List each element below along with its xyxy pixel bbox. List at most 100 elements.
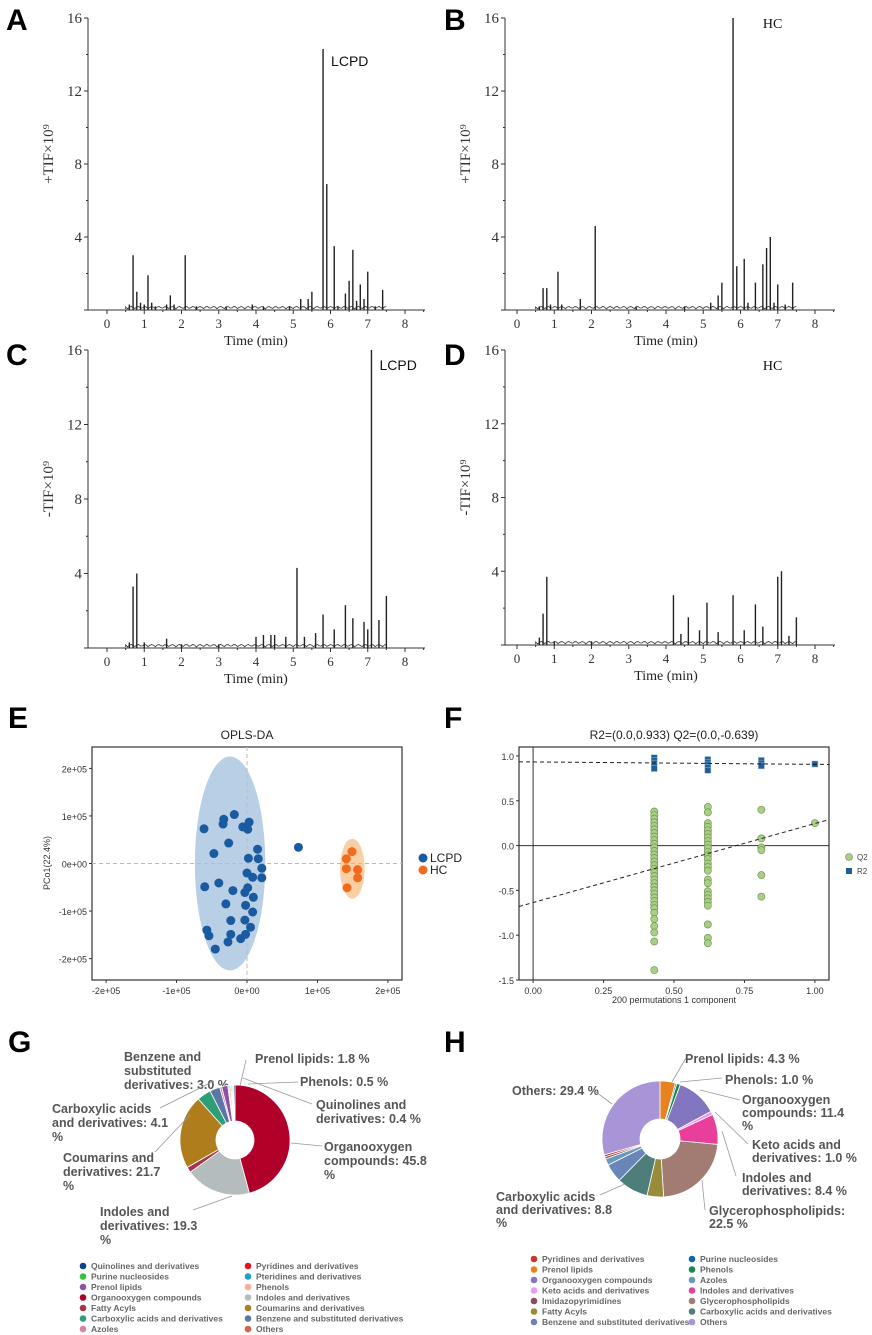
y-tick-label: 8 [75, 157, 83, 173]
point-lcpd [226, 929, 236, 939]
slice [660, 1140, 719, 1198]
x-tick-label: 0 [514, 316, 521, 331]
x-axis-label: Time (min) [634, 669, 698, 684]
legend-marker [244, 1262, 252, 1270]
legend-marker [79, 1325, 87, 1333]
legend-label: Fatty Acyls [542, 1307, 587, 1317]
group-annotation: HC [763, 17, 782, 32]
leader-line [671, 1057, 687, 1083]
y-tick-label: 12 [67, 84, 82, 100]
legend-marker [688, 1297, 696, 1305]
x-axis-label: 200 permutations 1 component [612, 995, 737, 1005]
point-lcpd [218, 819, 228, 829]
legend-marker [530, 1266, 538, 1273]
pie-label: derivatives: 0.4 % [316, 1112, 421, 1126]
legend-marker [79, 1273, 87, 1280]
point-lcpd [221, 899, 231, 909]
pie-label: 22.5 % [709, 1217, 748, 1231]
legend-marker [846, 868, 852, 874]
pie-label: derivatives: 19.3 [100, 1219, 197, 1233]
leader-line [714, 1111, 749, 1145]
point-q2 [650, 915, 659, 923]
pie-label: Organooxygen [324, 1140, 412, 1154]
x-tick-label: 3 [216, 316, 223, 331]
pie-label: Prenol lipids: 4.3 % [685, 1052, 800, 1066]
trend-line-q2 [518, 819, 830, 907]
legend-marker [418, 865, 428, 875]
legend-marker [688, 1255, 696, 1263]
point-lcpd [248, 907, 258, 917]
point-q2 [811, 819, 819, 828]
x-tick-label: 8 [812, 316, 819, 331]
pie-label: Carboxylic acids [496, 1190, 595, 1204]
x-tick-label: 7 [775, 651, 782, 666]
pie-label-benzene-box: Benzene and substituted derivatives: 3.0… [124, 1050, 229, 1092]
y-tick-label: 8 [492, 491, 500, 507]
chart-title: OPLS-DA [221, 728, 274, 742]
legend-label: Prenol lipids [91, 1282, 142, 1292]
point-lcpd [257, 873, 267, 883]
legend-label: Phenols [256, 1282, 289, 1292]
y-tick-label: 0e+00 [62, 860, 87, 870]
x-tick-label: 8 [812, 651, 819, 666]
point-lcpd [226, 916, 236, 926]
pie-h-labels: Prenol lipids: 4.3 % Phenols: 1.0 % Orga… [496, 1052, 857, 1231]
point-lcpd [229, 810, 239, 820]
point-lcpd [253, 844, 263, 854]
baseline-trace [125, 644, 387, 648]
point-q2 [703, 920, 712, 929]
x-tick-label: 3 [626, 651, 633, 666]
pie-label: Organooxygen [742, 1093, 830, 1107]
pie-label: % [100, 1233, 111, 1247]
legend-marker [79, 1262, 87, 1270]
point-lcpd [246, 922, 256, 932]
point-hc [347, 847, 357, 857]
legend-marker [845, 853, 853, 861]
legend-label: Pyridines and derivatives [256, 1261, 359, 1271]
group-annotation: HC [763, 359, 782, 374]
pie-label: Indoles and [100, 1205, 169, 1219]
legend-label: R2 [857, 867, 868, 876]
legend-marker [244, 1304, 252, 1312]
x-tick-label: 5 [290, 316, 297, 331]
pie-label: Others: 29.4 % [512, 1084, 599, 1098]
x-tick-label: -1e+05 [162, 986, 190, 996]
x-tick-label: 1 [551, 316, 558, 331]
x-tick-label: 0e+00 [234, 986, 259, 996]
legend-marker [244, 1273, 252, 1280]
legend-label: Purine nucleosides [91, 1272, 169, 1282]
legend-marker [688, 1276, 696, 1284]
point-lcpd [199, 824, 209, 834]
pie-label: derivatives: 1.0 % [752, 1151, 857, 1165]
y-tick-label: -2e+05 [59, 955, 87, 965]
legend-marker [530, 1287, 538, 1294]
y-tick-label: -1.0 [498, 931, 514, 941]
x-tick-label: 3 [626, 316, 633, 331]
x-tick-label: 6 [737, 316, 744, 331]
leader-line [247, 1081, 299, 1085]
leader-line [290, 1142, 323, 1147]
x-tick-label: 7 [775, 316, 782, 331]
x-tick-label: 0 [104, 316, 111, 331]
point-q2 [757, 805, 766, 814]
leader-line [701, 1179, 706, 1211]
leader-line [679, 1077, 723, 1083]
x-tick-label: 7 [365, 654, 372, 669]
legend-marker [688, 1266, 696, 1273]
y-tick-label: 4 [75, 230, 83, 246]
y-tick-label: 4 [75, 567, 83, 583]
point-lcpd [240, 915, 250, 925]
x-tick-label: 3 [216, 654, 223, 669]
x-axis-label: Time (min) [224, 672, 288, 687]
legend-label: Benzene and substituted derivatives [542, 1317, 690, 1327]
pie-label: compounds: 11.4 [742, 1106, 844, 1120]
legend-label: Pteridines and derivatives [256, 1272, 362, 1282]
permutation-plot: 0.00 0.25 0.50 0.75 1.00 1.0 0.5 0.0 -0.5 -1.0 -1.… [498, 728, 868, 1005]
legend-label: Organooxygen compounds [542, 1275, 653, 1285]
point-q2 [757, 892, 766, 901]
x-tick-label: 4 [253, 316, 260, 331]
legend-label: LCPD [430, 851, 462, 865]
